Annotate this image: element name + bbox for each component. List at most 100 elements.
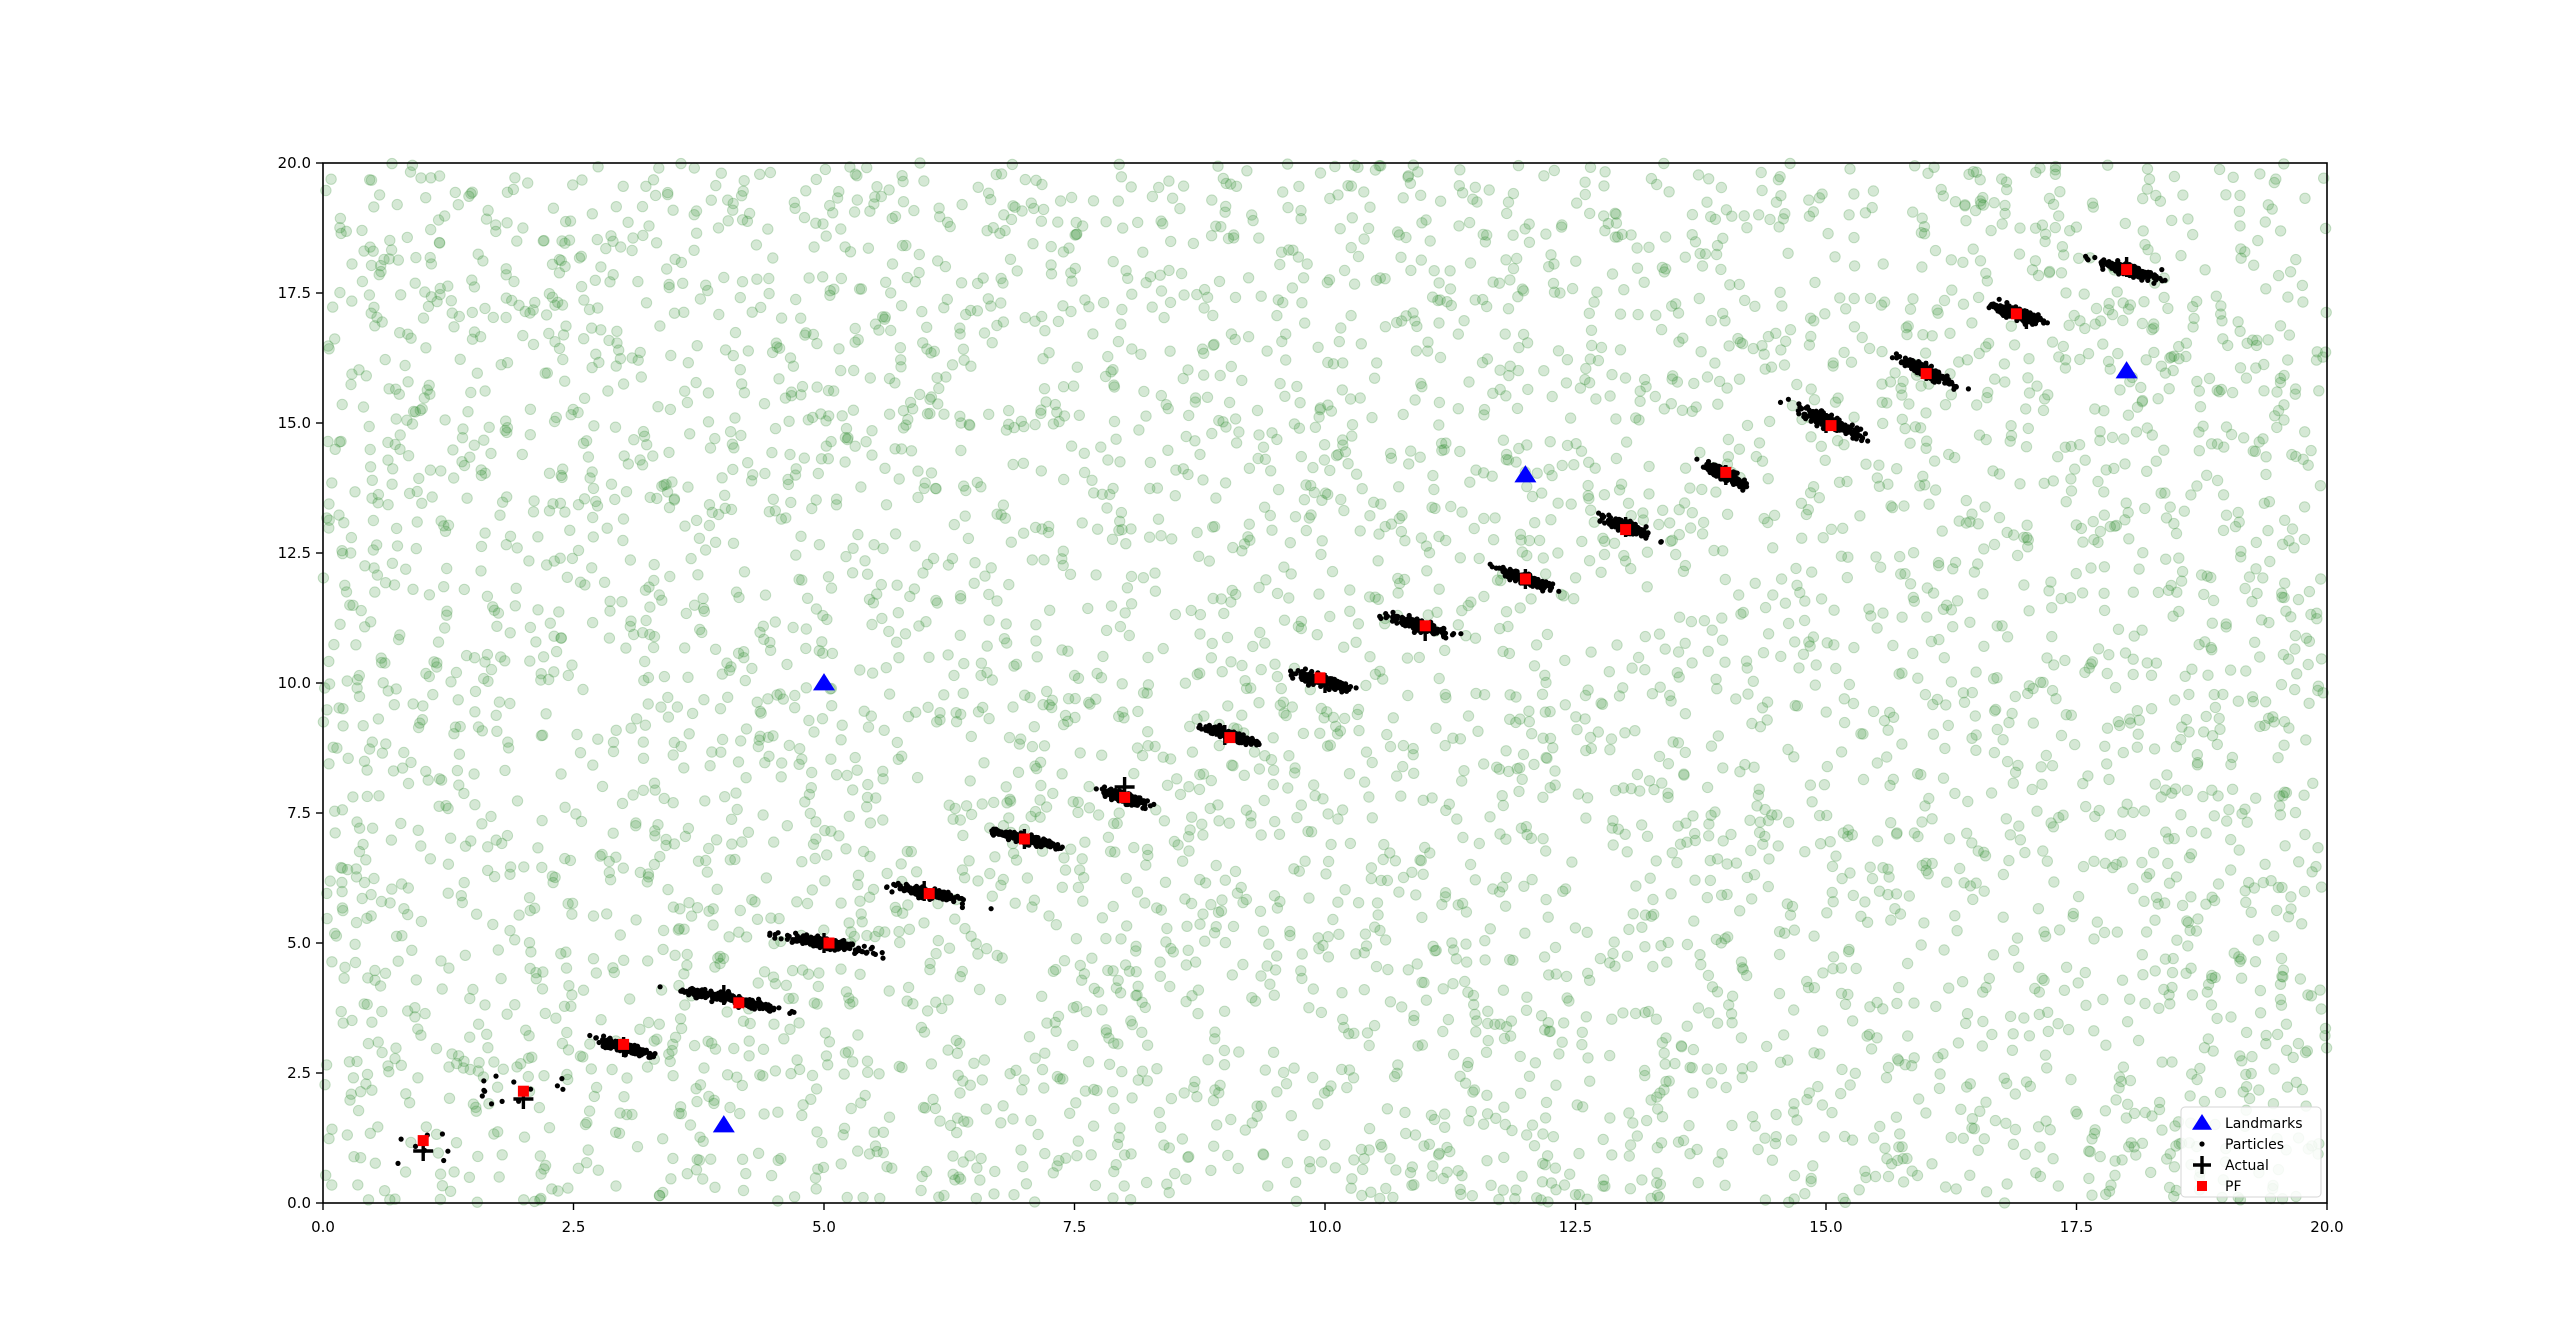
initial-particle — [1889, 903, 1901, 915]
initial-particle — [1228, 232, 1240, 244]
initial-particle — [336, 885, 348, 898]
initial-particle — [859, 555, 871, 567]
initial-particle — [1552, 345, 1565, 357]
initial-particle — [1643, 241, 1655, 254]
initial-particle — [1542, 1196, 1554, 1208]
initial-particle — [1764, 213, 1776, 226]
initial-particle — [1456, 1170, 1468, 1182]
initial-particle — [938, 1189, 950, 1202]
initial-particle — [718, 271, 730, 284]
initial-particle — [691, 902, 704, 914]
initial-particle — [1038, 383, 1051, 395]
initial-particle — [1018, 1074, 1030, 1086]
initial-particle — [2022, 422, 2035, 435]
initial-particle — [1914, 480, 1926, 492]
initial-particle — [345, 531, 358, 544]
initial-particle — [1865, 1043, 1878, 1055]
initial-particle — [1078, 447, 1091, 459]
initial-particle — [1118, 712, 1130, 724]
initial-particle — [1030, 174, 1042, 187]
initial-particle — [1726, 1119, 1738, 1132]
initial-particle — [893, 925, 905, 938]
initial-particle — [690, 205, 703, 217]
initial-particle — [1907, 647, 1919, 660]
initial-particle — [894, 936, 906, 949]
initial-particle — [559, 506, 571, 518]
initial-particle — [1971, 399, 1983, 411]
initial-particle — [559, 375, 571, 387]
initial-particle — [1069, 711, 1081, 724]
initial-particle — [2220, 618, 2232, 630]
initial-particle — [1007, 1113, 1019, 1125]
initial-particle — [1531, 1192, 1543, 1204]
initial-particle — [1978, 640, 1990, 652]
initial-particle — [1266, 524, 1278, 536]
initial-particle — [1569, 1189, 1582, 1201]
initial-particle — [2007, 1138, 2020, 1151]
initial-particle — [963, 855, 975, 867]
initial-particle — [727, 204, 739, 216]
initial-particle — [502, 736, 514, 748]
initial-particle — [1684, 522, 1697, 534]
initial-particle — [752, 1147, 765, 1160]
initial-particle — [1927, 698, 1939, 711]
initial-particle — [970, 1192, 982, 1205]
initial-particle — [693, 1154, 706, 1166]
initial-particle — [2299, 1046, 2312, 1059]
initial-particle — [661, 263, 673, 275]
initial-particle — [1132, 705, 1144, 718]
initial-particle — [1393, 512, 1406, 525]
initial-particle — [2023, 680, 2036, 692]
initial-particle — [415, 840, 427, 852]
initial-particle — [1335, 322, 1347, 334]
initial-particle — [2202, 669, 2214, 681]
initial-particle — [1283, 244, 1295, 256]
initial-particle — [1010, 854, 1023, 866]
initial-particle — [828, 385, 840, 397]
initial-particle — [610, 724, 622, 736]
initial-particle — [1735, 608, 1747, 620]
initial-particle — [1205, 230, 1218, 242]
initial-particle — [1545, 514, 1557, 526]
initial-particle — [1560, 377, 1573, 389]
initial-particle — [504, 924, 516, 937]
initial-particle — [822, 384, 835, 397]
initial-particle — [1549, 779, 1561, 791]
initial-particle — [2258, 497, 2271, 509]
initial-particle — [1144, 456, 1157, 469]
initial-particle — [790, 549, 802, 561]
initial-particle — [1327, 711, 1340, 724]
initial-particle — [784, 352, 797, 364]
initial-particle — [2119, 217, 2132, 230]
initial-particle — [1003, 404, 1015, 417]
initial-particle — [1514, 713, 1526, 725]
initial-particle — [1056, 881, 1069, 893]
initial-particle — [1240, 893, 1253, 906]
initial-particle — [1999, 199, 2011, 212]
initial-particle — [528, 1195, 541, 1208]
initial-particle — [563, 980, 575, 992]
initial-particle — [1286, 282, 1299, 294]
initial-particle — [1920, 864, 1932, 877]
initial-particle — [1627, 908, 1639, 920]
initial-particle — [442, 858, 455, 870]
initial-particle — [518, 1131, 531, 1143]
initial-particle — [1201, 391, 1214, 403]
initial-particle — [1458, 315, 1470, 327]
initial-particle — [2258, 358, 2270, 371]
initial-particle — [2253, 1084, 2265, 1096]
initial-particle — [691, 1153, 703, 1166]
initial-particle — [2169, 1120, 2181, 1132]
initial-particle — [1115, 318, 1127, 330]
initial-particle — [640, 297, 653, 309]
initial-particle — [2167, 610, 2179, 622]
initial-particle — [1102, 350, 1114, 363]
initial-particle — [852, 528, 864, 541]
initial-particle — [1218, 1044, 1231, 1057]
initial-particle — [1658, 1047, 1670, 1059]
initial-particle — [1972, 1144, 1984, 1157]
initial-particle — [1576, 1038, 1588, 1051]
initial-particle — [2039, 235, 2051, 248]
initial-particle — [406, 944, 418, 956]
initial-particle — [378, 1185, 391, 1197]
